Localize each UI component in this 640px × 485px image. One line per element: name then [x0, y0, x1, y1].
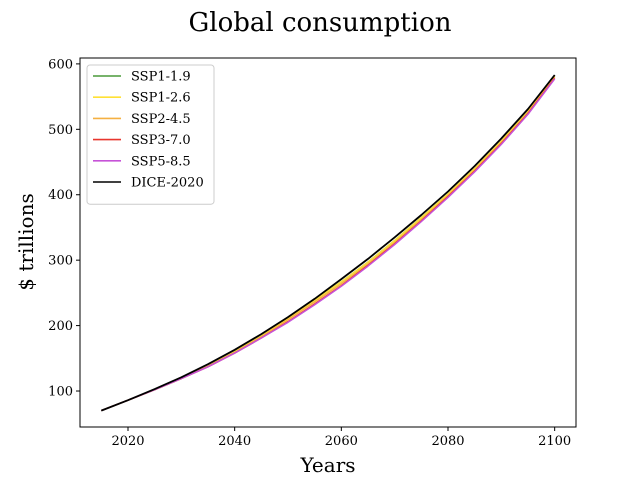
x-axis-label: Years — [299, 453, 355, 477]
legend-label: DICE-2020 — [131, 176, 204, 191]
y-axis-label: $ trillions — [14, 193, 38, 290]
y-tick-label: 300 — [48, 254, 73, 269]
x-tick-label: 2100 — [538, 434, 571, 449]
y-tick-label: 500 — [48, 123, 73, 138]
plot-frame — [79, 57, 577, 428]
series-line-ssp5-8-5 — [101, 78, 556, 412]
y-tick-label: 200 — [48, 319, 73, 334]
plot-area: 2020 2040 2060 2080 2100 100 200 300 400 500 600 SS… — [48, 57, 577, 449]
x-tick-label: 2040 — [218, 434, 251, 449]
legend-label: SSP3-7.0 — [131, 133, 191, 148]
y-tick-label: 100 — [48, 385, 73, 400]
x-tick-label: 2080 — [431, 434, 464, 449]
chart-title: Global consumption — [189, 8, 452, 38]
x-tick-label: 2060 — [325, 434, 358, 449]
legend-label: SSP1-1.9 — [131, 70, 191, 85]
x-tick-label: 2020 — [111, 434, 144, 449]
legend-label: SSP2-4.5 — [131, 112, 191, 127]
series-line-dice-2020 — [100, 74, 556, 412]
legend-box — [86, 64, 215, 205]
legend-label: SSP1-2.6 — [131, 91, 191, 106]
legend-label: SSP5-8.5 — [131, 154, 191, 169]
y-tick-label: 600 — [48, 57, 73, 72]
y-tick-label: 400 — [48, 188, 73, 203]
